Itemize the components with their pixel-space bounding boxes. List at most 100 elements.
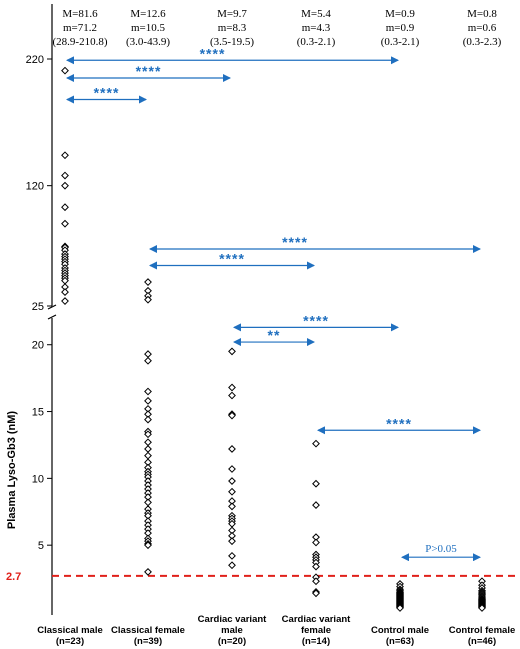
axis-break-mark	[47, 304, 57, 310]
category-label: Classical female	[111, 625, 185, 636]
group-stat: (0.3-2.1)	[297, 36, 336, 48]
group-stat: (0.3-2.3)	[463, 36, 502, 48]
data-point	[144, 430, 152, 439]
data-point	[61, 181, 69, 190]
group-stat: m=8.3	[218, 22, 247, 34]
category-label: male	[221, 625, 243, 636]
data-point	[312, 562, 320, 571]
group-stat: m=0.6	[468, 22, 497, 34]
group-stats: M=81.6 m=71.2 (28.9-210.8) M=12.6 m=10.5 (3.0…	[53, 8, 502, 48]
group-stat: M=0.8	[467, 8, 497, 20]
data-point	[61, 219, 69, 228]
category-label: Classical male	[37, 625, 103, 636]
group-stat: M=5.4	[301, 8, 331, 20]
data-point	[144, 387, 152, 396]
axis-break-mark	[47, 314, 57, 320]
data-point	[144, 396, 152, 405]
group-stat: M=12.6	[130, 8, 166, 20]
category-label: Control female	[449, 625, 516, 636]
category-label: (n=39)	[134, 636, 162, 647]
y-tick-label: 120	[26, 181, 44, 193]
group-stat: (0.3-2.1)	[381, 36, 420, 48]
category-label: (n=14)	[302, 636, 330, 647]
data-point	[312, 479, 320, 488]
data-point	[61, 288, 69, 296]
category-label: female	[301, 625, 331, 636]
category-label: (n=46)	[468, 636, 496, 647]
y-tick-label: 20	[32, 340, 44, 352]
reference-line-group: 2.7	[6, 571, 516, 583]
significance-label: ****	[219, 250, 245, 266]
y-tick-label: 25	[32, 301, 44, 313]
data-point	[144, 438, 152, 447]
y-axis: 25 120 220 5 10 15 20	[26, 4, 57, 615]
data-point	[228, 561, 236, 570]
data-point	[144, 356, 152, 365]
data-point	[228, 465, 236, 473]
data-point	[61, 171, 69, 180]
x-axis-categories: Classical male(n=23) Classical female(n=3…	[37, 614, 515, 647]
category-label: Cardiac variant	[282, 614, 351, 625]
data-point	[312, 589, 320, 598]
category-label: Control male	[371, 625, 429, 636]
significance-label: P>0.05	[425, 543, 457, 555]
group-stat: (3.0-43.9)	[126, 36, 170, 48]
data-point	[312, 577, 320, 586]
significance-label: ****	[282, 234, 308, 250]
y-axis-label: Plasma Lyso-Gb3 (nM)	[6, 411, 18, 530]
data-point	[228, 391, 236, 400]
data-point	[228, 502, 236, 511]
data-point	[144, 498, 152, 507]
significance-comparisons: ******************************P>0.05	[66, 45, 481, 562]
data-point	[228, 477, 236, 485]
significance-label: ****	[94, 85, 120, 101]
reference-line-label: 2.7	[6, 571, 21, 583]
group-stat: (3.5-19.5)	[210, 36, 254, 48]
group-stat: M=81.6	[62, 8, 98, 20]
data-point	[144, 278, 152, 286]
data-point	[144, 350, 152, 358]
data-point	[61, 297, 69, 305]
group-stat: m=71.2	[63, 22, 97, 34]
data-point	[61, 151, 69, 160]
data-point	[144, 541, 152, 550]
significance-label: ****	[136, 63, 162, 79]
significance-label: ****	[200, 45, 226, 61]
group-stat: M=0.9	[385, 8, 415, 20]
data-point	[144, 568, 152, 576]
data-point	[228, 383, 236, 392]
data-point	[228, 347, 236, 356]
significance-label: ****	[303, 312, 329, 328]
group-stat: (28.9-210.8)	[53, 36, 108, 48]
category-label: Cardiac variant	[198, 614, 267, 625]
data-point	[478, 604, 486, 612]
data-point	[228, 445, 236, 453]
category-label: (n=23)	[56, 636, 84, 647]
data-point	[144, 295, 152, 304]
data-point	[228, 487, 236, 496]
data-point	[144, 445, 152, 453]
y-tick-label: 15	[32, 407, 44, 419]
significance-label: **	[268, 327, 281, 343]
category-label: (n=20)	[218, 636, 246, 647]
data-point	[228, 537, 236, 546]
data-point	[61, 203, 69, 212]
group-stat: M=9.7	[217, 8, 247, 20]
data-point	[144, 415, 152, 424]
y-tick-label: 10	[32, 473, 44, 485]
y-tick-label: 5	[38, 540, 44, 552]
category-label: (n=63)	[386, 636, 414, 647]
data-point	[228, 551, 236, 560]
data-point	[312, 538, 320, 547]
y-tick-label: 220	[26, 54, 44, 66]
data-point	[61, 66, 69, 75]
data-point	[396, 604, 404, 612]
data-points	[61, 66, 486, 612]
group-stat: m=4.3	[302, 22, 331, 34]
significance-label: ****	[386, 415, 412, 431]
data-point	[312, 501, 320, 509]
group-stat: m=10.5	[131, 22, 166, 34]
data-point	[312, 439, 320, 448]
group-stat: m=0.9	[386, 22, 415, 34]
